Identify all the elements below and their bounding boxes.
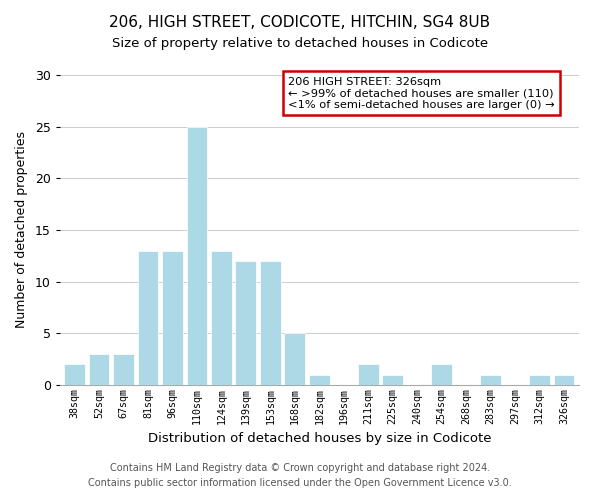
Text: 206, HIGH STREET, CODICOTE, HITCHIN, SG4 8UB: 206, HIGH STREET, CODICOTE, HITCHIN, SG4…: [109, 15, 491, 30]
Y-axis label: Number of detached properties: Number of detached properties: [15, 132, 28, 328]
X-axis label: Distribution of detached houses by size in Codicote: Distribution of detached houses by size …: [148, 432, 491, 445]
Bar: [162, 250, 183, 385]
Bar: [113, 354, 134, 385]
Bar: [358, 364, 379, 385]
Bar: [64, 364, 85, 385]
Bar: [554, 374, 574, 385]
Bar: [187, 126, 208, 385]
Bar: [431, 364, 452, 385]
Text: Contains HM Land Registry data © Crown copyright and database right 2024.
Contai: Contains HM Land Registry data © Crown c…: [88, 462, 512, 487]
Bar: [235, 261, 256, 385]
Text: 206 HIGH STREET: 326sqm
← >99% of detached houses are smaller (110)
<1% of semi-: 206 HIGH STREET: 326sqm ← >99% of detach…: [288, 76, 555, 110]
Bar: [309, 374, 330, 385]
Text: Size of property relative to detached houses in Codicote: Size of property relative to detached ho…: [112, 38, 488, 51]
Bar: [89, 354, 109, 385]
Bar: [260, 261, 281, 385]
Bar: [137, 250, 158, 385]
Bar: [382, 374, 403, 385]
Bar: [480, 374, 501, 385]
Bar: [284, 333, 305, 385]
Bar: [211, 250, 232, 385]
Bar: [529, 374, 550, 385]
